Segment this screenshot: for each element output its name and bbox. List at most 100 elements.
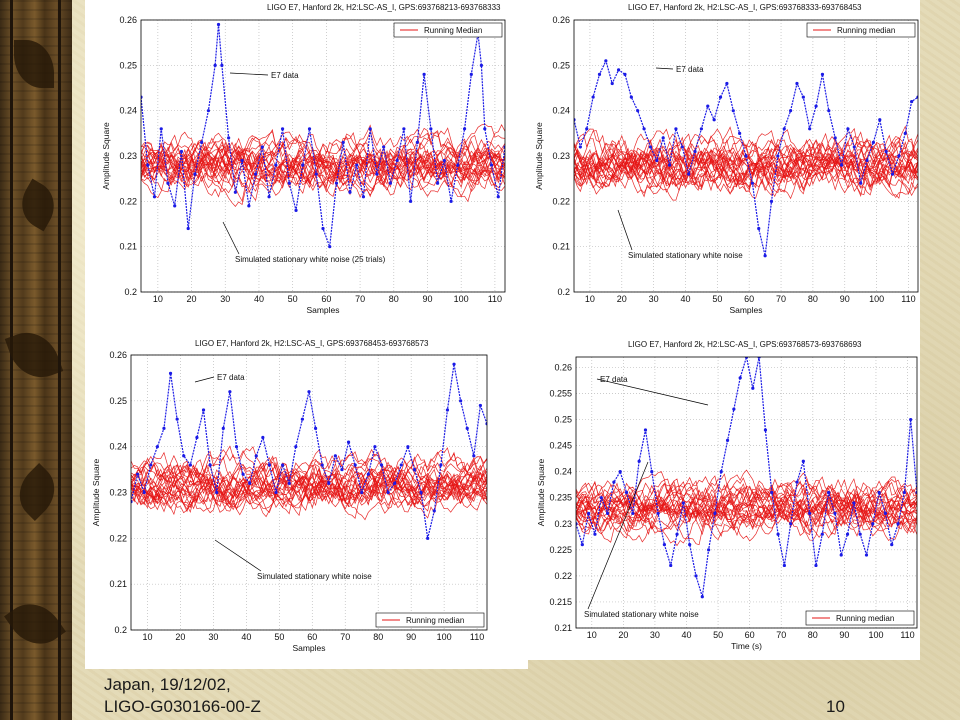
e7-data-point: [445, 408, 450, 412]
e7-data-point: [313, 426, 318, 430]
e7-data-point: [406, 445, 410, 449]
e7-data-point: [307, 390, 311, 394]
e7-data-point: [808, 511, 812, 515]
e7-data-point: [776, 154, 780, 158]
e7-data-point: [375, 172, 379, 176]
legend-box: [393, 22, 503, 38]
noise-trial-line: [131, 458, 487, 506]
e7-data-point: [744, 154, 748, 158]
legend-label: Running median: [406, 616, 464, 625]
e7-data-point: [287, 481, 291, 485]
legend-box: [375, 612, 485, 628]
leaf-decoration-icon: [8, 463, 66, 521]
e7-data-point: [731, 109, 735, 113]
annotation-arrow: [194, 376, 215, 383]
x-tick-label: 20: [187, 294, 197, 304]
x-axis-label: Samples: [292, 643, 325, 653]
e7-data-point: [820, 532, 824, 536]
e7-data-point: [681, 501, 685, 505]
e7-data-point: [419, 490, 423, 495]
e7-data-point: [228, 390, 232, 394]
chart-title: LIGO E7, Hanford 2k, H2:LSC-AS_I, GPS:69…: [195, 339, 429, 348]
e7-data-point: [402, 127, 406, 131]
e7-data-point: [168, 371, 173, 375]
e7-data-point: [216, 22, 221, 27]
x-tick-label: 110: [488, 294, 502, 304]
noise-trial-line: [574, 140, 918, 182]
y-tick-label: 0.2: [557, 287, 570, 297]
chart-bottom-right: LIGO E7, Hanford 2k, H2:LSC-AS_I, GPS:69…: [528, 330, 920, 660]
e7-data-point: [175, 417, 179, 421]
e7-data-point: [732, 407, 736, 411]
x-tick-label: 110: [470, 632, 484, 642]
e7-data-point: [314, 172, 318, 176]
y-tick-label: 0.215: [549, 597, 572, 607]
e7-data-point: [483, 127, 487, 131]
e7-data-point: [166, 181, 170, 185]
e7-data-point: [135, 472, 140, 476]
e7-data-point: [348, 190, 352, 194]
footer-document-id: LIGO-G030166-00-Z: [104, 697, 261, 716]
slide-number: 10: [826, 697, 845, 716]
e7-data-point: [426, 536, 430, 540]
y-tick-label: 0.245: [549, 441, 572, 451]
e7-data-point: [738, 131, 742, 135]
noise-trial-line: [574, 146, 918, 196]
e7-data-point: [227, 136, 231, 140]
e7-data-point: [386, 490, 390, 495]
e7-data-point: [452, 362, 456, 366]
e7-data-point: [839, 163, 844, 167]
x-tick-label: 100: [437, 632, 452, 642]
leaf-decoration-icon: [14, 40, 54, 88]
x-tick-label: 110: [901, 294, 915, 304]
e7-data-point: [280, 127, 285, 131]
e7-data-series: [576, 357, 917, 599]
e7-data-point: [839, 553, 843, 557]
footer-location-date: Japan, 19/12/02,: [104, 675, 231, 694]
e7-data-point: [814, 104, 818, 108]
x-tick-label: 50: [274, 632, 284, 642]
e7-data-point: [149, 463, 153, 467]
x-tick-label: 80: [389, 294, 399, 304]
e7-data-point: [267, 195, 271, 199]
e7-data-point: [580, 543, 584, 547]
y-tick-label: 0.25: [119, 60, 137, 70]
e7-data-point: [661, 136, 665, 140]
e7-data-point: [142, 490, 146, 495]
e7-data-point: [751, 386, 755, 390]
e7-data-point: [707, 548, 711, 552]
e7-data-point: [459, 399, 463, 403]
y-tick-label: 0.26: [119, 15, 137, 25]
y-tick-label: 0.21: [554, 623, 572, 633]
decorative-wood-border: [0, 0, 72, 720]
e7-data-point: [871, 522, 875, 526]
x-tick-label: 60: [744, 294, 754, 304]
e7-data-point: [489, 163, 494, 167]
e7-data-point: [776, 532, 780, 536]
e7-data-point: [795, 81, 799, 86]
e7-data-point: [234, 445, 239, 449]
x-tick-label: 10: [153, 294, 163, 304]
y-axis-label: Amplitude Square: [536, 458, 546, 526]
legend-box: [806, 22, 916, 38]
y-axis-label: Amplitude Square: [534, 122, 544, 190]
e7-data-point: [618, 470, 622, 474]
annotation-e7-data: E7 data: [600, 375, 628, 384]
e7-data-point: [415, 140, 419, 144]
y-tick-label: 0.24: [119, 106, 137, 116]
noise-trial-line: [574, 136, 918, 175]
e7-data-point: [833, 136, 837, 140]
x-tick-label: 40: [682, 630, 692, 640]
e7-data-point: [215, 490, 219, 495]
e7-data-point: [878, 118, 882, 122]
annotation-noise: Simulated stationary white noise (25 tri…: [235, 255, 386, 264]
x-tick-label: 40: [241, 632, 251, 642]
e7-data-point: [846, 127, 850, 131]
e7-data-point: [782, 563, 786, 568]
chart-title: LIGO E7, Hanford 2k, H2:LSC-AS_I, GPS:69…: [267, 3, 501, 12]
noise-trial-line: [131, 461, 487, 503]
x-tick-label: 90: [406, 632, 416, 642]
x-tick-label: 50: [712, 294, 722, 304]
noise-trial-line: [574, 149, 918, 201]
e7-data-point: [294, 445, 298, 449]
